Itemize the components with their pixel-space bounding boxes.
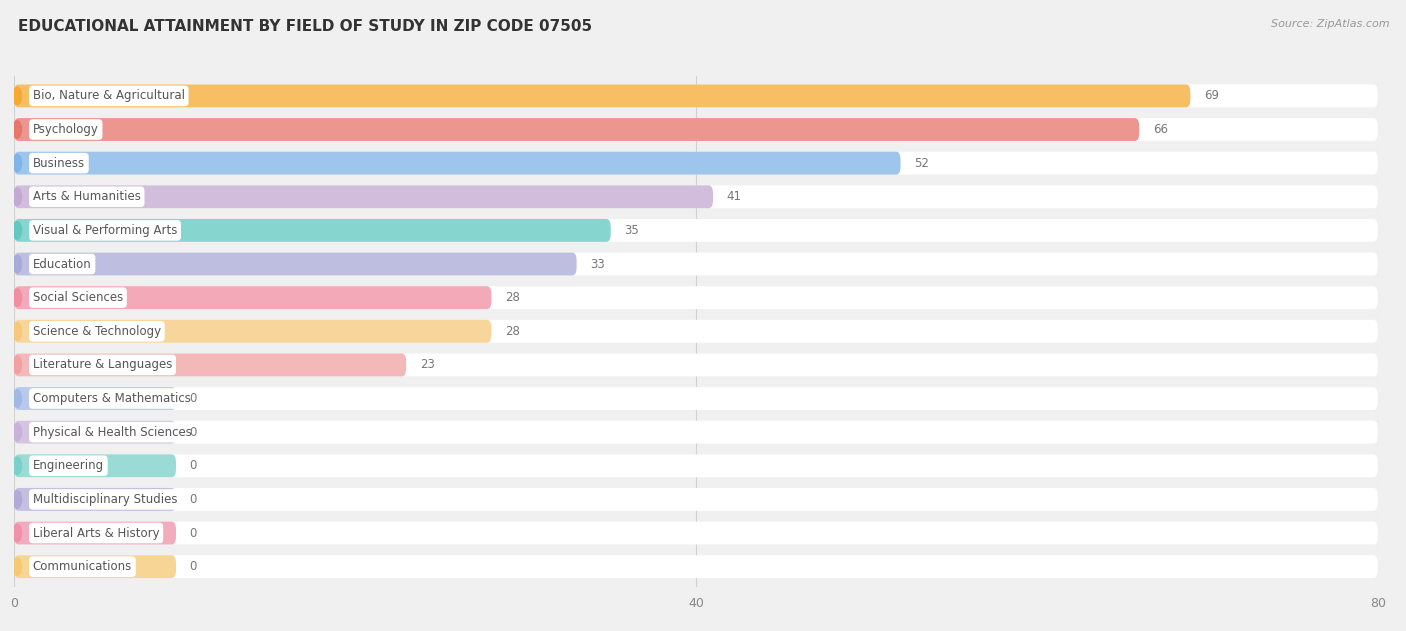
Text: Computers & Mathematics: Computers & Mathematics <box>32 392 191 405</box>
FancyBboxPatch shape <box>14 353 1378 376</box>
Circle shape <box>13 87 21 105</box>
FancyBboxPatch shape <box>14 454 1378 477</box>
FancyBboxPatch shape <box>14 488 1378 511</box>
Circle shape <box>13 256 21 273</box>
Circle shape <box>13 188 21 206</box>
Circle shape <box>13 558 21 575</box>
Text: 35: 35 <box>624 224 640 237</box>
Text: Social Sciences: Social Sciences <box>32 291 124 304</box>
FancyBboxPatch shape <box>14 421 1378 444</box>
Text: Education: Education <box>32 257 91 271</box>
FancyBboxPatch shape <box>14 286 492 309</box>
FancyBboxPatch shape <box>14 186 713 208</box>
Text: EDUCATIONAL ATTAINMENT BY FIELD OF STUDY IN ZIP CODE 07505: EDUCATIONAL ATTAINMENT BY FIELD OF STUDY… <box>18 19 592 34</box>
FancyBboxPatch shape <box>14 421 176 444</box>
Text: Arts & Humanities: Arts & Humanities <box>32 191 141 203</box>
Circle shape <box>13 491 21 508</box>
Circle shape <box>13 121 21 138</box>
FancyBboxPatch shape <box>14 186 1378 208</box>
Text: 52: 52 <box>914 156 929 170</box>
Text: Liberal Arts & History: Liberal Arts & History <box>32 526 159 540</box>
Circle shape <box>13 524 21 542</box>
Circle shape <box>13 221 21 239</box>
FancyBboxPatch shape <box>14 555 176 578</box>
Text: 0: 0 <box>190 392 197 405</box>
Text: Multidisciplinary Studies: Multidisciplinary Studies <box>32 493 177 506</box>
FancyBboxPatch shape <box>14 118 1378 141</box>
FancyBboxPatch shape <box>14 387 1378 410</box>
Text: 0: 0 <box>190 493 197 506</box>
Circle shape <box>13 322 21 340</box>
FancyBboxPatch shape <box>14 252 1378 276</box>
FancyBboxPatch shape <box>14 151 901 175</box>
Text: Engineering: Engineering <box>32 459 104 472</box>
Circle shape <box>13 289 21 307</box>
FancyBboxPatch shape <box>14 488 176 511</box>
Text: 41: 41 <box>727 191 741 203</box>
Text: Business: Business <box>32 156 84 170</box>
FancyBboxPatch shape <box>14 286 1378 309</box>
Circle shape <box>13 356 21 374</box>
Text: 69: 69 <box>1204 90 1219 102</box>
Text: 0: 0 <box>190 426 197 439</box>
Text: Physical & Health Sciences: Physical & Health Sciences <box>32 426 191 439</box>
Text: Communications: Communications <box>32 560 132 573</box>
Circle shape <box>13 155 21 172</box>
FancyBboxPatch shape <box>14 85 1191 107</box>
Text: 33: 33 <box>591 257 605 271</box>
Text: 66: 66 <box>1153 123 1168 136</box>
FancyBboxPatch shape <box>14 454 176 477</box>
FancyBboxPatch shape <box>14 320 1378 343</box>
FancyBboxPatch shape <box>14 522 176 545</box>
Text: 28: 28 <box>505 325 520 338</box>
Text: Visual & Performing Arts: Visual & Performing Arts <box>32 224 177 237</box>
FancyBboxPatch shape <box>14 320 492 343</box>
FancyBboxPatch shape <box>14 118 1139 141</box>
Circle shape <box>13 390 21 407</box>
Text: 23: 23 <box>420 358 434 372</box>
Text: Psychology: Psychology <box>32 123 98 136</box>
Text: 0: 0 <box>190 560 197 573</box>
Text: Literature & Languages: Literature & Languages <box>32 358 172 372</box>
FancyBboxPatch shape <box>14 555 1378 578</box>
FancyBboxPatch shape <box>14 252 576 276</box>
Text: 0: 0 <box>190 526 197 540</box>
Text: Source: ZipAtlas.com: Source: ZipAtlas.com <box>1271 19 1389 29</box>
Circle shape <box>13 457 21 475</box>
FancyBboxPatch shape <box>14 151 1378 175</box>
Text: Science & Technology: Science & Technology <box>32 325 160 338</box>
FancyBboxPatch shape <box>14 85 1378 107</box>
FancyBboxPatch shape <box>14 522 1378 545</box>
FancyBboxPatch shape <box>14 353 406 376</box>
Text: Bio, Nature & Agricultural: Bio, Nature & Agricultural <box>32 90 184 102</box>
FancyBboxPatch shape <box>14 387 176 410</box>
Text: 28: 28 <box>505 291 520 304</box>
Text: 0: 0 <box>190 459 197 472</box>
FancyBboxPatch shape <box>14 219 610 242</box>
FancyBboxPatch shape <box>14 219 1378 242</box>
Circle shape <box>13 423 21 441</box>
